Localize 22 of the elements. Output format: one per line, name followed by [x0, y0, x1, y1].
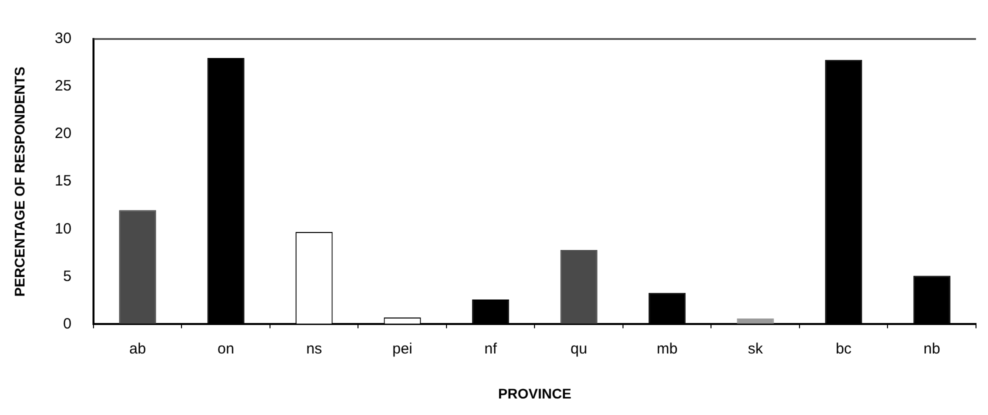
- x-tick-label: ab: [129, 340, 146, 358]
- x-tick-label: mb: [656, 340, 678, 358]
- x-tick-label: bc: [836, 340, 852, 358]
- x-tick-label: ns: [306, 340, 322, 358]
- x-tick-label: pei: [392, 340, 412, 358]
- x-tick-label: qu: [570, 340, 588, 358]
- y-tick-label: 0: [63, 315, 72, 332]
- bar: [736, 318, 774, 324]
- x-tick-label: nf: [484, 340, 498, 358]
- y-tick-label: 5: [63, 268, 72, 285]
- x-tick-label: sk: [748, 340, 764, 358]
- y-tick-label: 20: [54, 125, 72, 142]
- x-tick-label: on: [218, 340, 234, 358]
- bar: [119, 210, 156, 324]
- x-axis-title: PROVINCE: [498, 385, 572, 402]
- y-tick-label: 30: [54, 30, 72, 48]
- y-axis-title: PERCENTAGE OF RESPONDENTS: [11, 66, 28, 297]
- y-tick-label: 15: [54, 172, 72, 190]
- x-tick-label: nb: [924, 340, 940, 358]
- bar: [560, 250, 598, 324]
- y-tick-label: 10: [54, 220, 72, 238]
- y-tick-label: 25: [54, 78, 72, 95]
